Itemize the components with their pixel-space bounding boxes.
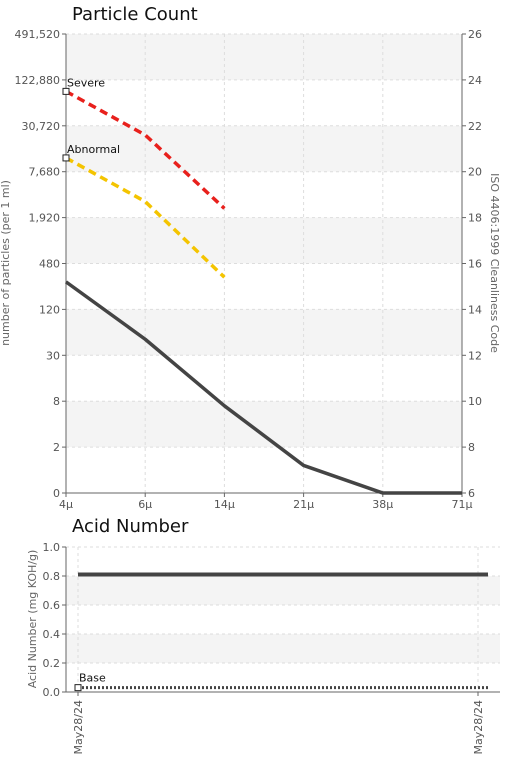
an-y-tick-labels: 0.0 0.2 0.4 0.6 0.8 1.0 xyxy=(43,541,66,699)
pc-x-tick-label: 21μ xyxy=(293,498,314,511)
pc-y-tick-label: 30 xyxy=(46,349,60,362)
acid-number-title: Acid Number xyxy=(72,516,189,537)
acid-number-chart: 0.0 0.2 0.4 0.6 0.8 1.0 May28/24 May28/24 Base… xyxy=(26,516,500,754)
pc-y2-tick-label: 20 xyxy=(468,166,482,179)
an-y-tick-label: 0.2 xyxy=(43,657,61,670)
pc-y-tick-label: 8 xyxy=(53,395,60,408)
an-axes xyxy=(65,547,500,693)
pc-y-tick-label: 7,680 xyxy=(29,166,61,179)
pc-x-tick-label: 14μ xyxy=(214,498,235,511)
pc-y2-tick-label: 8 xyxy=(468,441,475,454)
pc-series-line-measured xyxy=(64,280,462,495)
an-x-tick-label: May28/24 xyxy=(72,700,85,754)
an-y-tick-label: 0.6 xyxy=(43,599,61,612)
an-x-tick-labels: May28/24 May28/24 xyxy=(72,692,485,754)
pc-y2-tick-label: 6 xyxy=(468,487,475,500)
pc-y-tick-labels: 0 2 8 30 120 480 1,920 7,680 30,720 122,880 491,52… xyxy=(15,28,66,500)
pc-y2-tick-labels: 6 8 10 12 14 16 18 20 22 24 26 xyxy=(462,28,482,500)
pc-y2-tick-label: 16 xyxy=(468,258,482,271)
pc-x-tick-labels: 4μ 6μ 14μ 21μ 38μ 71μ xyxy=(59,493,473,511)
an-plot-bands xyxy=(66,576,500,663)
pc-y2-tick-label: 24 xyxy=(468,74,482,87)
pc-y2-axis-label: ISO 4406:1999 Cleanliness Code xyxy=(488,173,501,353)
pc-plot-band xyxy=(66,34,462,80)
pc-series-marker xyxy=(62,87,70,95)
pc-series: Severe Abnormal xyxy=(62,76,462,495)
particle-count-title: Particle Count xyxy=(72,4,198,25)
pc-y-tick-label: 1,920 xyxy=(29,212,61,225)
pc-x-tick-label: 6μ xyxy=(138,498,152,511)
pc-series-line-abnormal xyxy=(65,156,226,279)
an-gridlines xyxy=(66,546,500,693)
an-series: Base xyxy=(74,572,488,692)
pc-y2-tick-label: 14 xyxy=(468,303,482,316)
an-plot-band xyxy=(66,576,500,605)
pc-y2-tick-label: 22 xyxy=(468,120,482,133)
pc-plot-band xyxy=(66,217,462,264)
pc-plot-bands xyxy=(66,34,462,448)
pc-y-tick-label: 120 xyxy=(39,303,60,316)
pc-y-tick-label: 2 xyxy=(53,441,60,454)
an-y-axis-label: Acid Number (mg KOH/g) xyxy=(26,550,39,689)
an-plot-band xyxy=(66,634,500,663)
pc-plot-band xyxy=(66,125,462,172)
pc-y-tick-label: 122,880 xyxy=(15,74,61,87)
pc-plot-band xyxy=(66,401,462,448)
an-y-tick-label: 0.8 xyxy=(43,570,61,583)
pc-series-marker xyxy=(62,154,70,162)
pc-y-tick-label: 0 xyxy=(53,487,60,500)
pc-x-tick-label: 4μ xyxy=(59,498,73,511)
pc-y2-tick-label: 12 xyxy=(468,349,482,362)
pc-series-line-severe xyxy=(65,89,226,210)
an-series-label: Base xyxy=(79,672,106,685)
pc-series-label: Severe xyxy=(67,76,105,89)
an-series-marker xyxy=(74,684,82,692)
an-x-tick-label: May28/24 xyxy=(472,700,485,754)
pc-y-axis-label: number of particles (per 1 ml) xyxy=(0,180,12,346)
pc-series-label: Abnormal xyxy=(67,143,120,156)
pc-x-tick-label: 38μ xyxy=(372,498,393,511)
pc-y-tick-label: 480 xyxy=(39,258,60,271)
particle-count-chart: 0 2 8 30 120 480 1,920 7,680 30,720 122,880 491,52… xyxy=(0,4,501,511)
pc-x-tick-label: 71μ xyxy=(452,498,473,511)
an-y-tick-label: 0.4 xyxy=(43,628,61,641)
pc-y-tick-label: 491,520 xyxy=(15,28,61,41)
an-y-tick-label: 0.0 xyxy=(43,686,61,699)
an-y-tick-label: 1.0 xyxy=(43,541,61,554)
pc-y-tick-label: 30,720 xyxy=(22,120,61,133)
pc-y2-tick-label: 10 xyxy=(468,395,482,408)
pc-y2-tick-label: 18 xyxy=(468,212,482,225)
pc-y2-tick-label: 26 xyxy=(468,28,482,41)
pc-plot-band xyxy=(66,309,462,356)
